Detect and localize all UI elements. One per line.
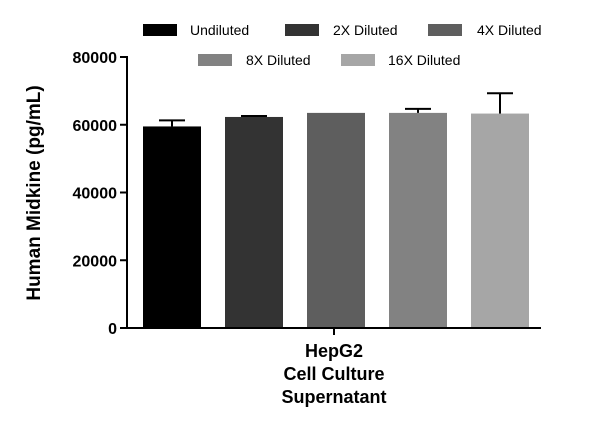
legend-swatch-2x-diluted [285, 24, 319, 36]
legend-label-16x-diluted: 16X Diluted [388, 52, 460, 68]
legend-swatch-8x-diluted [198, 54, 232, 66]
legend-label-4x-diluted: 4X Diluted [477, 22, 542, 38]
y-tick-label-60000: 60000 [73, 118, 118, 135]
x-category-label-line-2: Cell Culture [283, 364, 384, 384]
axes: 0 20000 40000 60000 80000 [73, 50, 541, 338]
bar-8x-diluted [389, 112, 447, 328]
legend-swatch-4x-diluted [428, 24, 462, 36]
y-tick-label-80000: 80000 [73, 50, 118, 67]
bar-2x-diluted [225, 116, 283, 329]
bars [143, 92, 529, 329]
legend-swatch-undiluted [143, 24, 177, 36]
legend: Undiluted 2X Diluted 4X Diluted 8X Diluted 1… [143, 22, 542, 68]
y-tick-label-40000: 40000 [73, 186, 118, 203]
x-category-label-line-1: HepG2 [305, 341, 363, 361]
bar-undiluted [143, 126, 201, 328]
legend-label-2x-diluted: 2X Diluted [333, 22, 398, 38]
y-tick-label-0: 0 [108, 321, 117, 338]
y-axis-title: Human Midkine (pg/mL) [24, 85, 45, 300]
legend-swatch-16x-diluted [341, 54, 375, 66]
legend-label-undiluted: Undiluted [190, 22, 249, 38]
x-category-label-line-3: Supernatant [281, 387, 386, 407]
bar-16x-diluted [471, 113, 529, 328]
bar-4x-diluted [307, 112, 365, 328]
legend-label-8x-diluted: 8X Diluted [246, 52, 311, 68]
y-tick-label-20000: 20000 [73, 253, 118, 270]
